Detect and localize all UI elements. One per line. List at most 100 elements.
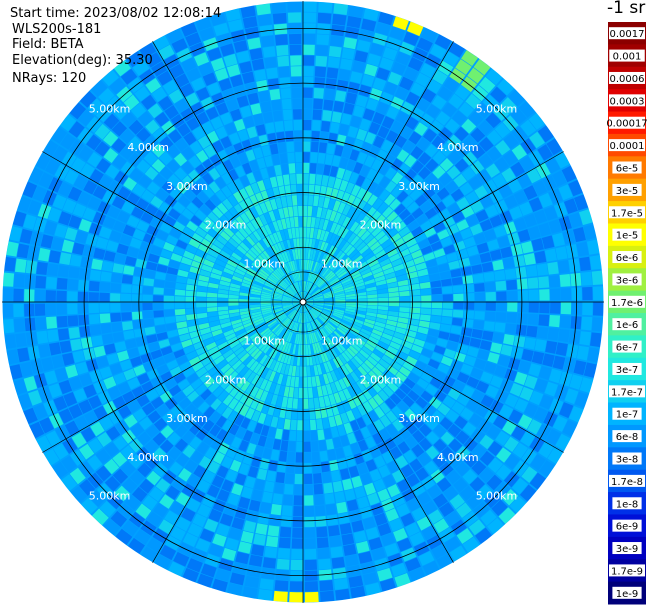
ppi-cell — [173, 372, 186, 384]
ppi-cell — [384, 193, 396, 206]
ppi-cell — [424, 143, 439, 158]
ppi-cell — [290, 332, 295, 343]
ppi-cell — [303, 281, 306, 292]
ppi-cell — [489, 249, 502, 261]
ppi-cell — [297, 312, 301, 323]
ppi-cell — [287, 287, 296, 295]
ppi-cell — [136, 159, 151, 174]
ppi-cell — [154, 317, 165, 326]
ppi-cell — [68, 403, 83, 419]
ppi-cell — [211, 578, 228, 593]
ppi-cell — [309, 322, 315, 333]
ppi-cell — [437, 229, 450, 240]
ppi-cell — [226, 446, 238, 459]
ppi-cell — [216, 235, 228, 246]
ppi-cell — [315, 375, 321, 387]
ppi-cell — [464, 293, 475, 301]
ppi-cell — [185, 244, 198, 254]
ppi-cell — [313, 87, 325, 99]
ppi-cell — [518, 100, 536, 118]
ppi-cell — [261, 308, 272, 313]
ppi-cell — [327, 245, 335, 256]
ppi-cell — [307, 344, 312, 355]
colorbar-tick-label: 0.0017 — [610, 29, 645, 40]
ppi-cell — [462, 422, 477, 436]
ppi-cell — [433, 370, 447, 382]
ppi-cell — [260, 252, 269, 263]
ppi-cell — [220, 345, 231, 355]
ppi-cell — [333, 330, 343, 340]
ppi-cell — [151, 158, 166, 173]
ppi-cell — [257, 435, 267, 447]
ppi-cell — [343, 102, 355, 115]
ppi-cell — [280, 329, 287, 339]
ppi-cell — [327, 176, 336, 188]
ppi-cell — [114, 485, 131, 502]
ppi-cell — [201, 264, 213, 273]
ppi-cell — [116, 243, 129, 255]
ppi-cell — [200, 563, 217, 578]
ppi-cell — [298, 334, 302, 345]
ppi-cell — [259, 354, 268, 365]
ppi-cell — [112, 468, 129, 485]
ppi-cell — [321, 311, 332, 318]
ppi-cell — [398, 285, 410, 292]
ppi-cell — [280, 352, 287, 363]
ppi-cell — [266, 358, 274, 369]
ppi-cell — [316, 342, 323, 353]
ppi-cell — [471, 264, 483, 275]
ppi-cell — [54, 367, 68, 382]
ppi-cell — [312, 386, 319, 398]
ppi-cell — [195, 538, 211, 553]
ppi-cell — [310, 309, 318, 318]
ppi-cell — [122, 224, 136, 237]
ppi-cell — [113, 372, 127, 385]
ppi-cell — [278, 280, 287, 289]
ppi-cell — [336, 268, 346, 277]
ppi-cell — [45, 290, 57, 302]
ppi-cell — [226, 259, 238, 268]
ppi-cell — [160, 371, 173, 383]
ppi-cell — [356, 200, 367, 212]
ppi-cell — [423, 341, 436, 352]
ppi-cell — [363, 275, 374, 282]
ppi-cell — [336, 252, 346, 262]
ppi-cell — [144, 326, 156, 336]
ppi-cell — [221, 455, 234, 469]
ppi-cell — [353, 530, 367, 543]
ppi-cell — [197, 280, 209, 287]
ppi-cell — [111, 138, 127, 154]
ppi-cell — [317, 264, 324, 274]
ppi-cell — [534, 378, 548, 393]
ppi-cell — [96, 158, 111, 174]
ppi-cell — [312, 120, 321, 131]
ppi-cell — [52, 145, 68, 163]
ppi-cell — [330, 470, 341, 482]
ppi-cell — [228, 356, 240, 367]
ppi-cell — [303, 377, 308, 388]
ppi-cell — [379, 176, 391, 189]
ppi-cell — [455, 461, 470, 477]
ppi-cell — [498, 507, 516, 524]
ppi-cell — [474, 292, 486, 301]
ppi-cell — [43, 448, 60, 466]
ppi-cell — [373, 419, 385, 432]
ppi-cell — [339, 179, 349, 192]
ppi-cell — [349, 71, 363, 84]
ppi-cell — [425, 383, 438, 396]
ppi-cell — [182, 532, 199, 547]
ppi-cell — [331, 332, 341, 342]
ppi-cell — [262, 447, 272, 460]
ppi-cell — [320, 590, 335, 602]
ppi-cell — [313, 228, 319, 239]
ppi-cell — [486, 129, 503, 146]
ppi-cell — [298, 387, 303, 399]
ppi-cell — [177, 327, 189, 336]
ppi-cell — [511, 346, 524, 359]
ppi-cell — [335, 237, 344, 248]
ppi-cell — [312, 290, 322, 297]
ppi-cell — [222, 394, 234, 406]
ppi-cell — [136, 127, 151, 143]
ppi-cell — [182, 367, 195, 378]
ppi-cell — [523, 252, 536, 266]
